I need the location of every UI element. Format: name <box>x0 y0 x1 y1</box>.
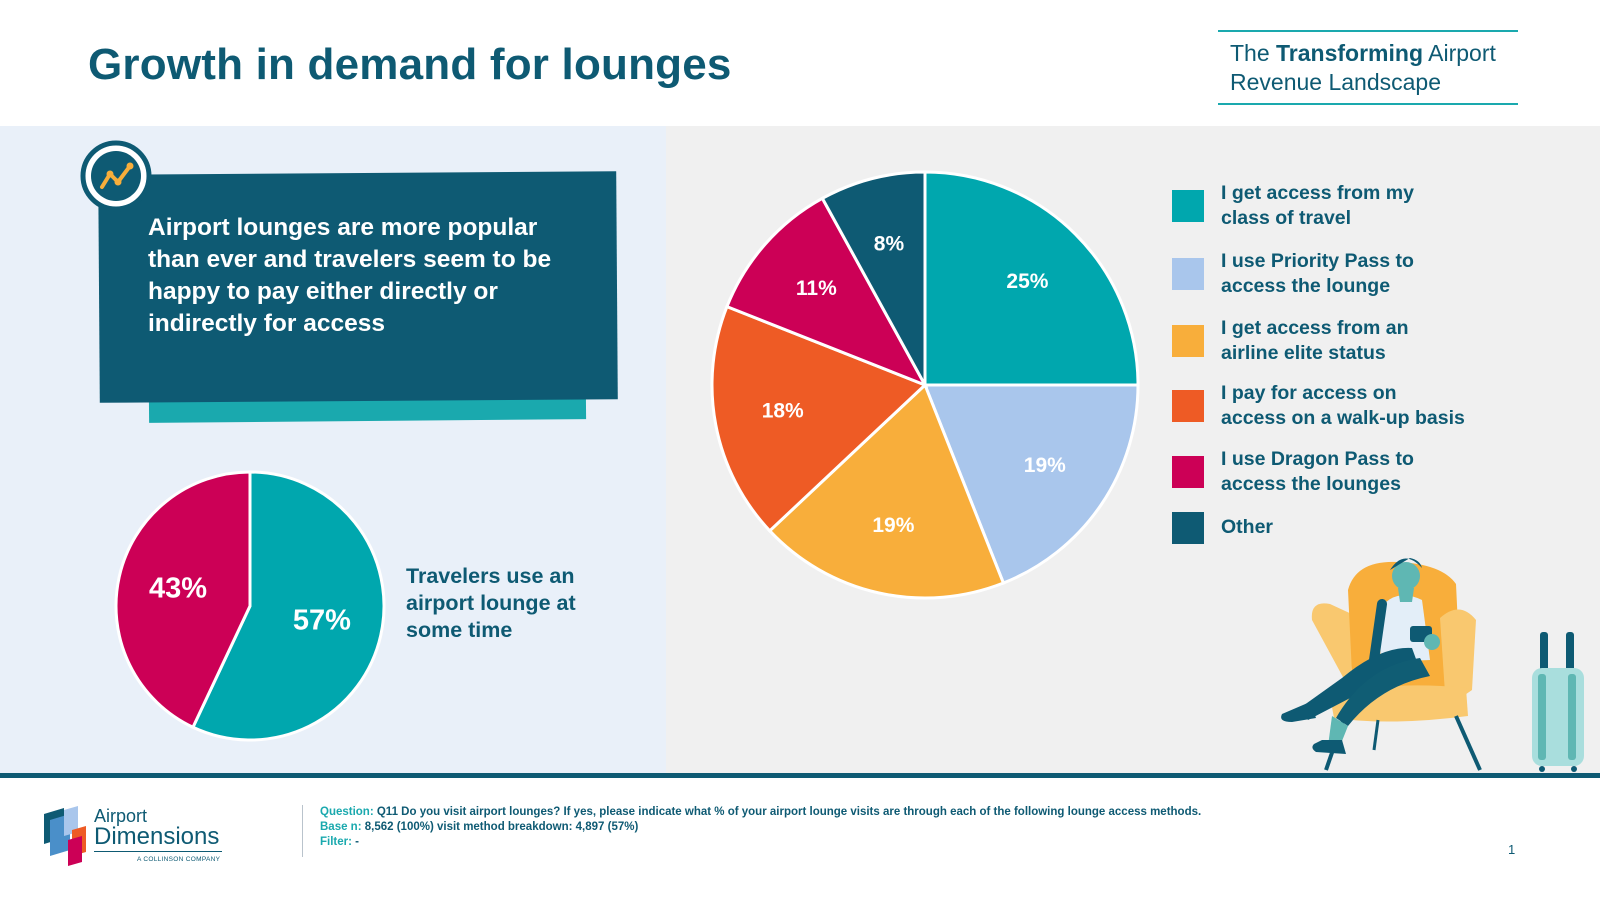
footer-rule <box>0 773 1600 778</box>
legend-item: I use Priority Pass to access the lounge <box>1172 249 1492 299</box>
usage-pie-chart: 57% 43% <box>114 470 386 742</box>
usage-pie-label-0: 57% <box>293 605 351 637</box>
logo-wordmark-line2: Dimensions <box>94 823 220 850</box>
legend-label: I pay for access on access on a walk-up b… <box>1221 381 1465 431</box>
legend-label: I get access from an airline elite status <box>1221 316 1409 366</box>
usage-pie-slice-0 <box>190 470 386 742</box>
access-pie-label-3: 18% <box>762 400 804 423</box>
legend-item: I get access from an airline elite status <box>1172 316 1492 366</box>
legend-label: Other <box>1221 515 1273 540</box>
footer-base: Base n: 8,562 (100%) visit method breakd… <box>320 821 638 833</box>
footer-filter: Filter: - <box>320 836 359 848</box>
legend-swatch <box>1172 456 1204 488</box>
callout-text: Airport lounges are more popular than ev… <box>148 214 552 337</box>
brand-tagline: The Transforming Airport Revenue Landsca… <box>1218 30 1518 105</box>
access-pie-slice-4 <box>725 196 929 388</box>
legend-swatch <box>1172 512 1204 544</box>
legend-swatch <box>1172 258 1204 290</box>
footer-filter-key: Filter: <box>320 836 352 848</box>
logo-wordmark-line1: Airport <box>94 806 148 826</box>
usage-pie-label-1: 43% <box>149 573 207 605</box>
brand-line1-post: Airport <box>1423 40 1496 66</box>
legend-label-line: access on a walk-up basis <box>1221 407 1465 429</box>
brand-line1-pre: The <box>1230 40 1277 66</box>
legend-item: I use Dragon Pass to access the lounges <box>1172 447 1492 497</box>
footer-question: Question: Q11 Do you visit airport loung… <box>320 806 1201 818</box>
legend-item: Other <box>1172 512 1492 544</box>
airport-dimensions-logo <box>44 806 86 866</box>
legend-swatch <box>1172 190 1204 222</box>
legend-label-line: access the lounges <box>1221 473 1401 495</box>
logo-tagline: A COLLINSON COMPANY <box>137 856 221 863</box>
access-pie-slice-2 <box>767 382 1006 600</box>
access-method-pie-chart: 25% 19% 19% 18% 11% 8% <box>710 170 1140 600</box>
footer-divider <box>302 805 303 857</box>
access-pie-slice-1 <box>922 383 1140 585</box>
access-pie-label-4: 11% <box>796 277 837 300</box>
access-pie-label-1: 19% <box>1024 454 1066 477</box>
traveler-in-lounge-chair-illustration <box>1281 558 1584 772</box>
legend-label-line: I use Priority Pass to <box>1221 250 1414 272</box>
access-pie-label-2: 19% <box>872 514 914 537</box>
legend-label: I use Priority Pass to access the lounge <box>1221 249 1414 299</box>
usage-pie-slice-1 <box>114 470 252 730</box>
legend-item: I get access from my class of travel <box>1172 181 1492 231</box>
legend-label-line: I get access from an <box>1221 317 1409 339</box>
legend-label-line: I use Dragon Pass to <box>1221 448 1414 470</box>
legend-item: I pay for access on access on a walk-up b… <box>1172 381 1492 431</box>
footer-base-key: Base n: <box>320 821 362 833</box>
logo-rule <box>94 851 222 852</box>
footer-question-key: Question: <box>320 806 374 818</box>
usage-pie-caption: Travelers use an airport lounge at some … <box>406 564 576 642</box>
footer-base-text: 8,562 (100%) visit method breakdown: 4,8… <box>361 821 639 833</box>
footer-filter-text: - <box>351 836 359 848</box>
access-pie-slice-0 <box>923 170 1140 387</box>
legend-label: I use Dragon Pass to access the lounges <box>1221 447 1414 497</box>
legend-swatch <box>1172 390 1204 422</box>
page-number: 1 <box>1508 842 1516 857</box>
legend-label-line: airline elite status <box>1221 342 1386 364</box>
legend-label-line: class of travel <box>1221 207 1352 229</box>
access-pie-slice-5 <box>820 170 927 386</box>
legend-label-line: I get access from my <box>1221 182 1414 204</box>
brand-line1-bold: Transforming <box>1276 40 1423 66</box>
legend-swatch <box>1172 325 1204 357</box>
access-pie-label-5: 8% <box>874 232 905 255</box>
brand-line2: Revenue Landscape <box>1230 69 1441 95</box>
legend-label-line: I pay for access on <box>1221 382 1397 404</box>
access-pie-slice-3 <box>710 304 928 533</box>
footer-question-text: Q11 Do you visit airport lounges? If yes… <box>373 806 1202 818</box>
trend-line-icon <box>80 140 152 212</box>
page-title: Growth in demand for lounges <box>88 40 732 89</box>
access-pie-label-0: 25% <box>1006 270 1048 293</box>
legend-label: I get access from my class of travel <box>1221 181 1414 231</box>
legend-label-line: Other <box>1221 516 1274 538</box>
legend-label-line: access the lounge <box>1221 275 1391 297</box>
